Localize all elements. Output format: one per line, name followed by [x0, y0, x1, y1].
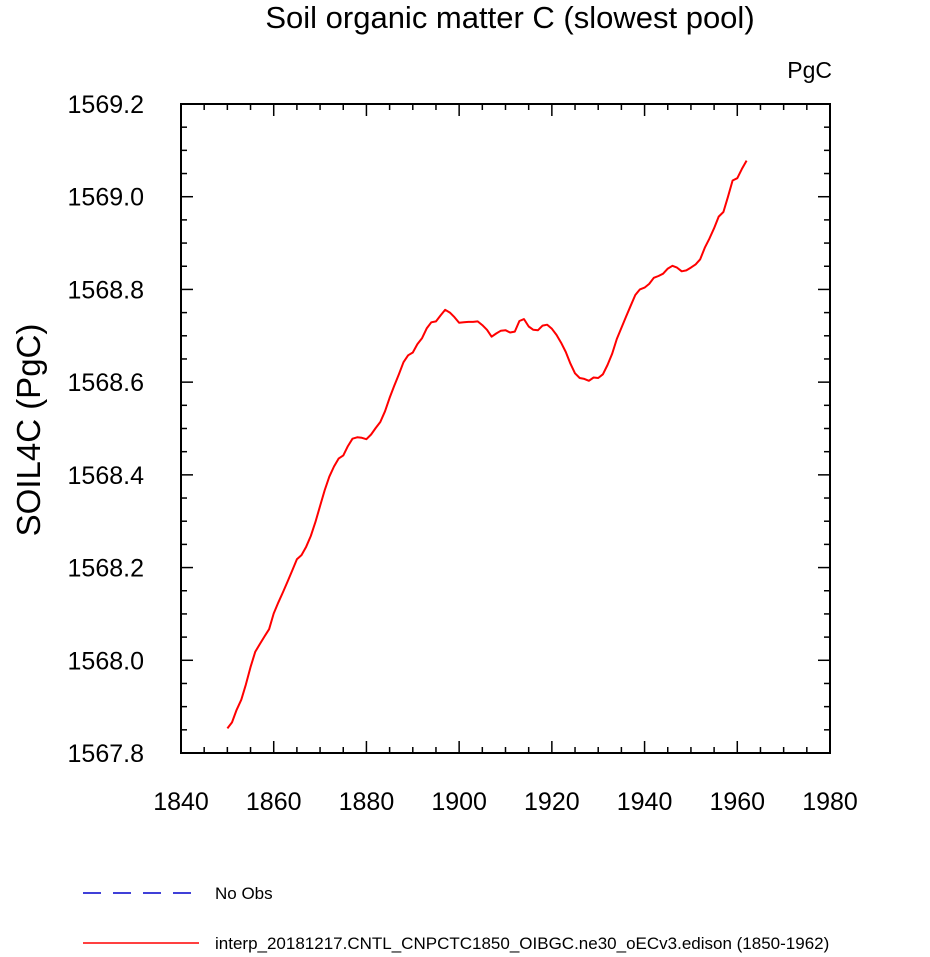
legend-label: No Obs	[215, 884, 273, 903]
y-tick-label: 1568.2	[68, 555, 144, 583]
x-tick-label: 1920	[524, 788, 580, 816]
x-tick-label: 1860	[246, 788, 302, 816]
y-tick-label: 1568.8	[68, 276, 144, 304]
plot-frame	[180, 103, 831, 754]
x-tick-label: 1900	[431, 788, 487, 816]
chart-title: Soil organic matter C (slowest pool)	[265, 0, 754, 35]
y-tick-label: 1568.6	[68, 369, 144, 397]
x-tick-label: 1980	[802, 788, 858, 816]
x-tick-label: 1880	[339, 788, 395, 816]
axis-tick-labels: 1840 1860 1880 1900 1920 1940 1960 1980 1567.8 15…	[68, 91, 858, 816]
y-tick-label: 1568.4	[68, 462, 145, 490]
legend: No Obs interp_20181217.CNTL_CNPCTC1850_OI…	[83, 884, 829, 953]
y-tick-label: 1568.0	[68, 647, 144, 675]
legend-label: interp_20181217.CNTL_CNPCTC1850_OIBGC.ne…	[215, 934, 829, 953]
y-tick-label: 1567.8	[68, 740, 144, 768]
y-tick-label: 1569.0	[68, 184, 144, 212]
y-tick-label: 1569.2	[68, 91, 144, 119]
y-axis-label: SOIL4C (PgC)	[10, 324, 47, 537]
x-tick-label: 1960	[709, 788, 765, 816]
axis-ticks	[180, 103, 831, 754]
series-layer	[226, 160, 748, 730]
series-line	[226, 160, 748, 730]
x-tick-label: 1940	[617, 788, 673, 816]
x-tick-label: 1840	[153, 788, 209, 816]
units-label: PgC	[787, 57, 832, 83]
